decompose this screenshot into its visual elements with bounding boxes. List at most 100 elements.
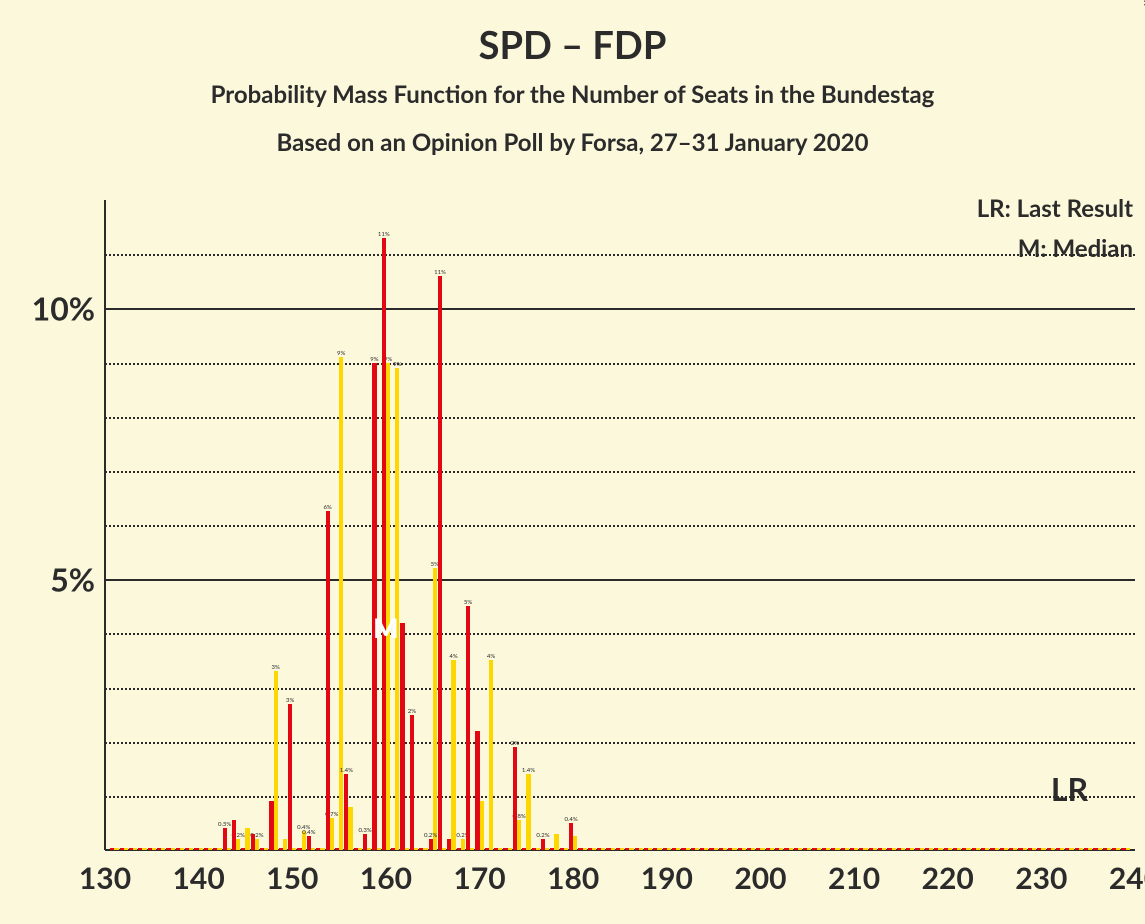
bar-series-a bbox=[709, 848, 713, 850]
bar-value-label: 0.2% bbox=[536, 832, 549, 839]
bar-series-a bbox=[887, 848, 891, 850]
xtick-label: 190 bbox=[641, 850, 693, 896]
bar-value-label: 9% bbox=[393, 361, 401, 368]
bar-series-a bbox=[391, 848, 395, 850]
bar-series-a: 5% bbox=[466, 606, 470, 850]
bar-series-b: 4% bbox=[489, 660, 493, 850]
legend-m: M: Median bbox=[1018, 234, 1133, 263]
bar-series-b bbox=[704, 848, 708, 850]
bar-series-b: 9% bbox=[386, 363, 390, 851]
copyright-text: © 2021 Filip van Laenen bbox=[1141, 0, 1145, 6]
bar-series-b bbox=[901, 848, 905, 850]
bar-value-label: 5% bbox=[464, 599, 472, 606]
bar-series-a: 11% bbox=[438, 276, 442, 850]
bar-series-b bbox=[124, 848, 128, 850]
bar-series-b bbox=[667, 848, 671, 850]
bar-series-b bbox=[583, 848, 587, 850]
bar-series-a bbox=[1047, 848, 1051, 850]
bar-series-b bbox=[1013, 848, 1017, 850]
bar-value-label: 3% bbox=[286, 697, 294, 704]
bar-series-a bbox=[962, 848, 966, 850]
bar-series-a bbox=[532, 848, 536, 850]
bar-series-b bbox=[910, 848, 914, 850]
gridline-minor bbox=[105, 796, 1135, 798]
bar-series-a bbox=[841, 848, 845, 850]
bar-series-b bbox=[1041, 848, 1045, 850]
bar-series-a bbox=[756, 848, 760, 850]
bar-series-b bbox=[133, 848, 137, 850]
bar-series-b bbox=[620, 848, 624, 850]
bar-series-b: 3% bbox=[274, 671, 278, 850]
bar-value-label: 11% bbox=[378, 231, 390, 238]
bar-series-a bbox=[878, 848, 882, 850]
bar-series-b: 1.4% bbox=[526, 774, 530, 850]
bar-series-b bbox=[845, 848, 849, 850]
bar-series-a bbox=[129, 848, 133, 850]
bar-series-a bbox=[812, 848, 816, 850]
bar-series-b bbox=[714, 848, 718, 850]
bar-series-a bbox=[419, 848, 423, 850]
bar-series-a bbox=[700, 848, 704, 850]
bar-series-b bbox=[1088, 848, 1092, 850]
bar-series-a: 0.4% bbox=[307, 836, 311, 850]
bar-value-label: 9% bbox=[337, 350, 345, 357]
bar-series-a bbox=[1009, 848, 1013, 850]
bar-series-b bbox=[798, 848, 802, 850]
bar-series-a bbox=[719, 848, 723, 850]
bar-series-b bbox=[208, 848, 212, 850]
bar-series-a bbox=[166, 848, 170, 850]
bar-series-a bbox=[981, 848, 985, 850]
bar-series-a bbox=[316, 848, 320, 850]
bar-series-a bbox=[934, 848, 938, 850]
bar-series-a bbox=[522, 848, 526, 850]
bar-series-b bbox=[283, 839, 287, 850]
bar-series-b: 5% bbox=[433, 568, 437, 850]
bar-series-b bbox=[760, 848, 764, 850]
bar-series-a: 9% bbox=[372, 363, 376, 851]
bar-series-b bbox=[171, 848, 175, 850]
plot-area: 5%10%LR: Last ResultM: Median13014015016… bbox=[105, 200, 1135, 850]
bar-series-b: 0.7% bbox=[330, 818, 334, 851]
bar-series-a bbox=[644, 848, 648, 850]
bar-series-b bbox=[161, 848, 165, 850]
bar-series-b bbox=[892, 848, 896, 850]
bar-series-a bbox=[794, 848, 798, 850]
bar-series-b bbox=[995, 848, 999, 850]
bar-series-b bbox=[789, 848, 793, 850]
bar-series-b bbox=[966, 848, 970, 850]
bar-series-a bbox=[784, 848, 788, 850]
bar-value-label: 9% bbox=[370, 356, 378, 363]
bar-series-a bbox=[606, 848, 610, 850]
bar-series-a bbox=[485, 848, 489, 850]
bar-series-b bbox=[807, 848, 811, 850]
bar-series-a bbox=[457, 848, 461, 850]
legend-lr: LR: Last Result bbox=[977, 194, 1133, 223]
xtick-label: 240 bbox=[1109, 850, 1145, 896]
bar-series-a bbox=[925, 848, 929, 850]
bar-series-b bbox=[817, 848, 821, 850]
bar-series-b bbox=[245, 828, 249, 850]
ytick-label: 5% bbox=[50, 560, 105, 599]
gridline-minor bbox=[105, 254, 1135, 256]
bar-series-a: 11% bbox=[382, 238, 386, 850]
bar-series-a bbox=[1121, 848, 1125, 850]
bar-series-b bbox=[639, 848, 643, 850]
y-axis-line bbox=[104, 200, 106, 850]
bar-series-a bbox=[578, 848, 582, 850]
bar-series-b bbox=[573, 836, 577, 850]
bar-series-a bbox=[1028, 848, 1032, 850]
bar-series-b bbox=[723, 848, 727, 850]
bar-series-a bbox=[1093, 848, 1097, 850]
bar-series-b bbox=[358, 848, 362, 850]
bar-series-a bbox=[560, 848, 564, 850]
gridline-minor bbox=[105, 742, 1135, 744]
bar-series-a bbox=[494, 848, 498, 850]
ytick-label: 10% bbox=[32, 289, 105, 328]
bar-series-b bbox=[751, 848, 755, 850]
bar-series-a bbox=[681, 848, 685, 850]
bar-series-a bbox=[297, 848, 301, 850]
xtick-label: 200 bbox=[734, 850, 786, 896]
bar-series-a bbox=[1000, 848, 1004, 850]
bar-series-a bbox=[447, 839, 451, 850]
bar-series-b bbox=[835, 848, 839, 850]
